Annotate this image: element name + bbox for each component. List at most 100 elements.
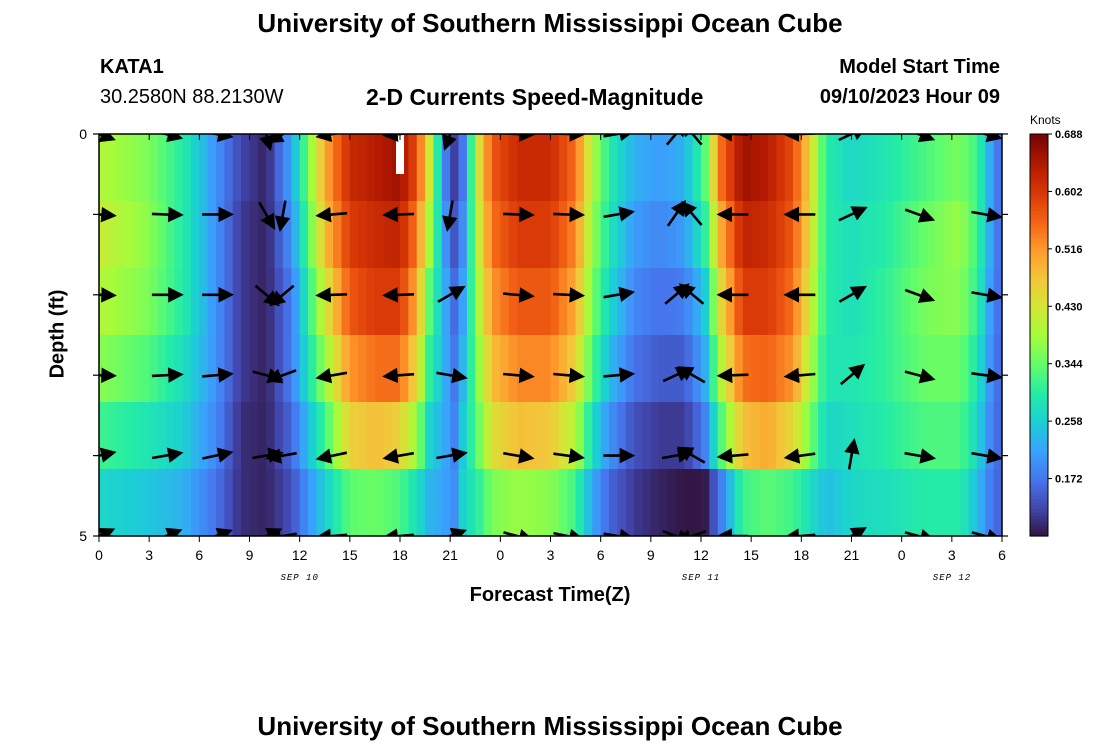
- x-tick-label: 21: [844, 547, 860, 563]
- heat-cell: [500, 402, 510, 470]
- heat-cell: [726, 469, 736, 536]
- heat-cell: [910, 134, 919, 202]
- heat-cell: [558, 268, 568, 336]
- heat-cell: [408, 402, 418, 470]
- colorbar-segment: [1030, 237, 1048, 242]
- heat-cell: [190, 134, 200, 202]
- colorbar-segment: [1030, 482, 1048, 487]
- colorbar-segment: [1030, 154, 1048, 159]
- heat-cell: [157, 335, 167, 403]
- heat-cell: [826, 201, 836, 269]
- heat-cell: [759, 402, 769, 470]
- heat-cell: [542, 335, 552, 403]
- heat-cell: [124, 469, 134, 536]
- colorbar-segment: [1030, 177, 1048, 182]
- heat-cell: [216, 134, 226, 202]
- colorbar: Knots 0.688 0.602 0.516 0.430 0.344 0.258 0.172: [1029, 113, 1083, 537]
- heat-cell: [99, 469, 108, 536]
- heat-cell: [742, 134, 752, 202]
- heat-cell: [199, 402, 209, 470]
- heat-cell: [508, 268, 518, 336]
- heat-cell: [767, 268, 777, 336]
- x-tick-label: 15: [342, 547, 358, 563]
- heat-cell: [266, 134, 276, 202]
- heat-cell: [951, 402, 961, 470]
- heat-cell: [249, 268, 259, 336]
- current-vector-arrow: [315, 367, 348, 384]
- heat-cell: [701, 268, 710, 336]
- heat-cell: [450, 402, 460, 470]
- heat-cell: [592, 201, 602, 269]
- heat-cell: [859, 335, 869, 403]
- heat-cell: [826, 402, 836, 470]
- heat-cell: [701, 335, 710, 403]
- colorbar-segment: [1030, 489, 1048, 494]
- heat-cell: [734, 335, 744, 403]
- heat-cell: [843, 402, 853, 470]
- heat-cell: [349, 402, 359, 470]
- heat-cell: [910, 268, 919, 336]
- heat-cell: [165, 469, 175, 536]
- heat-cell: [951, 469, 961, 536]
- heat-cell: [249, 201, 259, 269]
- heat-cell: [508, 402, 518, 470]
- colorbar-segment: [1030, 348, 1048, 353]
- heat-cell: [809, 268, 819, 336]
- heat-cell: [358, 201, 368, 269]
- colorbar-segment: [1030, 465, 1048, 470]
- heat-cell: [876, 335, 886, 403]
- heat-cell: [801, 134, 811, 202]
- heat-cell: [182, 469, 192, 536]
- current-vector-arrow: [503, 529, 535, 536]
- heat-cell: [675, 402, 685, 470]
- colorbar-segment: [1030, 268, 1048, 272]
- heat-cell: [583, 201, 593, 269]
- heat-cell: [701, 469, 710, 536]
- heat-cell: [400, 268, 409, 336]
- heat-cell: [968, 268, 978, 336]
- heat-cell: [408, 201, 418, 269]
- heat-cell: [291, 134, 301, 202]
- heat-cell: [659, 268, 669, 336]
- heat-cell: [324, 134, 334, 202]
- heat-cell: [709, 201, 719, 269]
- colorbar-segment: [1030, 167, 1048, 172]
- colorbar-segment: [1030, 264, 1048, 269]
- heat-cell: [383, 134, 393, 202]
- current-vector-arrow: [603, 528, 636, 536]
- colorbar-segment: [1030, 247, 1048, 252]
- colorbar-segment: [1030, 412, 1048, 416]
- heat-cell: [985, 335, 995, 403]
- heat-cell: [550, 335, 560, 403]
- heat-cell: [182, 268, 192, 336]
- x-tick-label: 0: [898, 547, 906, 563]
- heat-cell: [918, 469, 928, 536]
- heat-cell: [784, 134, 794, 202]
- heat-cell: [726, 335, 736, 403]
- heat-cell: [299, 134, 309, 202]
- heat-cell: [960, 335, 970, 403]
- heat-cell: [140, 268, 150, 336]
- heat-cell: [383, 268, 393, 336]
- heat-cell: [199, 268, 209, 336]
- heat-cell: [642, 134, 652, 202]
- heat-cell: [491, 268, 501, 336]
- current-vector-arrow: [269, 284, 295, 307]
- heat-cell: [333, 134, 343, 202]
- heat-cell: [692, 201, 702, 269]
- heat-cell: [617, 402, 627, 470]
- heat-cell: [592, 402, 602, 470]
- heat-cell: [600, 402, 610, 470]
- heat-cell: [826, 335, 836, 403]
- current-vector-arrow: [315, 134, 341, 143]
- heat-cell: [717, 469, 727, 536]
- heat-cell: [157, 402, 167, 470]
- model-start-time: 09/10/2023 Hour 09: [819, 86, 1000, 108]
- heat-cell: [625, 402, 635, 470]
- heat-cell: [542, 268, 552, 336]
- heat-cell: [316, 335, 326, 403]
- current-vector-arrow: [677, 446, 706, 464]
- current-vector-arrow: [99, 447, 117, 463]
- heat-cell: [910, 335, 919, 403]
- heat-cell: [224, 335, 234, 403]
